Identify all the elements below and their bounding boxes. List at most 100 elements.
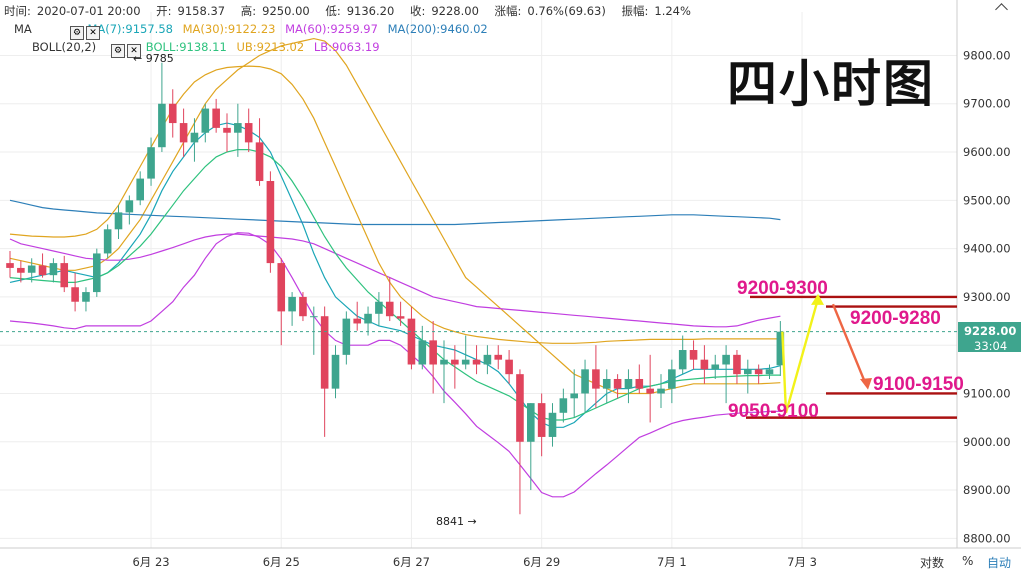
candle-body <box>244 123 253 143</box>
candle <box>472 345 481 375</box>
level-lines <box>0 295 957 419</box>
candle <box>93 248 101 297</box>
candle-body <box>418 340 427 365</box>
candle-body <box>190 132 199 143</box>
candle-body <box>429 340 437 365</box>
low-marker-label: 8841 → <box>436 515 477 528</box>
open-value: 9158.37 <box>177 4 226 18</box>
candle <box>733 350 741 384</box>
candle-body <box>364 313 372 324</box>
candle <box>114 205 123 239</box>
y-tick-label: 9500.00 <box>963 193 1011 207</box>
candle-body <box>71 287 79 302</box>
candle <box>168 89 177 138</box>
candle-body <box>223 127 231 133</box>
candle-body <box>212 108 220 128</box>
candle-body <box>114 212 123 230</box>
candle <box>201 103 210 143</box>
candle-body <box>310 316 318 318</box>
candle <box>234 103 242 157</box>
candle <box>646 354 654 423</box>
time-axis[interactable]: 6月 23 6月 25 6月 27 6月 29 7月 1 7月 3 <box>132 555 816 569</box>
candle-body <box>570 393 578 399</box>
candle <box>125 195 134 225</box>
change-label: 涨幅: <box>494 4 522 18</box>
price-axis[interactable]: 8800.008900.009000.009100.009200.009300.… <box>963 48 1011 545</box>
candle <box>82 287 90 312</box>
y-tick-label: 9300.00 <box>963 290 1011 304</box>
candle <box>38 253 47 278</box>
chart-title: 四小时图 <box>727 55 935 113</box>
candle <box>375 292 383 326</box>
y-tick-label: 9400.00 <box>963 242 1011 256</box>
candle <box>635 364 644 394</box>
candle <box>212 98 220 133</box>
candle <box>494 345 503 370</box>
candle <box>451 345 459 389</box>
candle-body <box>103 229 112 254</box>
candle <box>657 374 665 408</box>
candle <box>331 345 340 399</box>
candle-body <box>451 359 459 365</box>
candle-body <box>385 301 394 317</box>
x-tick-label: 6月 25 <box>263 555 300 569</box>
boll-value: BOLL:9138.11 <box>145 40 227 54</box>
candle-body <box>624 378 633 389</box>
amp-label: 振幅: <box>621 4 649 18</box>
time-label: 时间: <box>4 4 31 18</box>
close-icon[interactable]: ✕ <box>86 25 100 40</box>
percent-scale-toggle[interactable]: % <box>962 554 974 568</box>
candle <box>364 306 372 336</box>
candle-body <box>765 369 774 375</box>
candle-body <box>6 263 14 268</box>
candle-body <box>375 301 383 314</box>
candle <box>17 260 25 283</box>
candle <box>516 369 524 515</box>
candle-body <box>505 359 513 375</box>
log-scale-toggle[interactable]: 对数 <box>920 556 945 570</box>
candle-body <box>472 359 481 365</box>
close-icon[interactable]: ✕ <box>127 43 141 58</box>
series-line-ma30 <box>9 37 781 395</box>
candle <box>722 345 730 404</box>
ma-name: MA <box>14 22 32 36</box>
ma-legend: MA MA(7):9157.58 MA(30):9122.23 MA(60):9… <box>14 22 494 36</box>
candle-body <box>592 369 600 389</box>
candle <box>190 118 199 162</box>
candle-body <box>407 318 416 365</box>
candle <box>440 340 448 404</box>
candle-body <box>537 403 546 437</box>
candle <box>592 345 600 408</box>
gear-icon[interactable]: ⚙ <box>70 25 84 40</box>
chevron-up-icon <box>994 3 1008 16</box>
ma200-value: MA(200):9460.02 <box>387 22 488 36</box>
time-value: 2020-07-01 20:00 <box>36 4 141 18</box>
forecast-path-yellow <box>781 298 820 414</box>
gear-icon[interactable]: ⚙ <box>111 43 125 58</box>
candle <box>244 108 253 153</box>
candle <box>179 108 188 157</box>
current-price: 9228.00 <box>964 324 1017 338</box>
boll-controls: ⚙ ✕ <box>111 40 143 59</box>
candle <box>624 369 633 404</box>
x-tick-label: 6月 23 <box>132 555 169 569</box>
candle <box>754 364 763 384</box>
candle <box>288 292 296 326</box>
candle <box>49 258 58 283</box>
auto-scale-toggle[interactable]: 自动 <box>987 556 1012 570</box>
candle-body <box>559 398 568 413</box>
series-line-boll_ub <box>9 65 781 344</box>
candle-body <box>657 388 665 394</box>
x-tick-label: 6月 29 <box>523 555 560 569</box>
close-label: 收: <box>409 4 426 18</box>
y-tick-label: 9700.00 <box>963 97 1011 111</box>
series-line-boll_lb <box>9 232 781 498</box>
candle <box>223 113 231 153</box>
candle <box>570 369 578 418</box>
collapse-button[interactable] <box>988 0 1014 16</box>
candle-body <box>136 178 144 201</box>
candle-body <box>147 147 155 179</box>
candle <box>429 321 437 394</box>
candle <box>310 306 318 355</box>
candle <box>461 335 470 370</box>
